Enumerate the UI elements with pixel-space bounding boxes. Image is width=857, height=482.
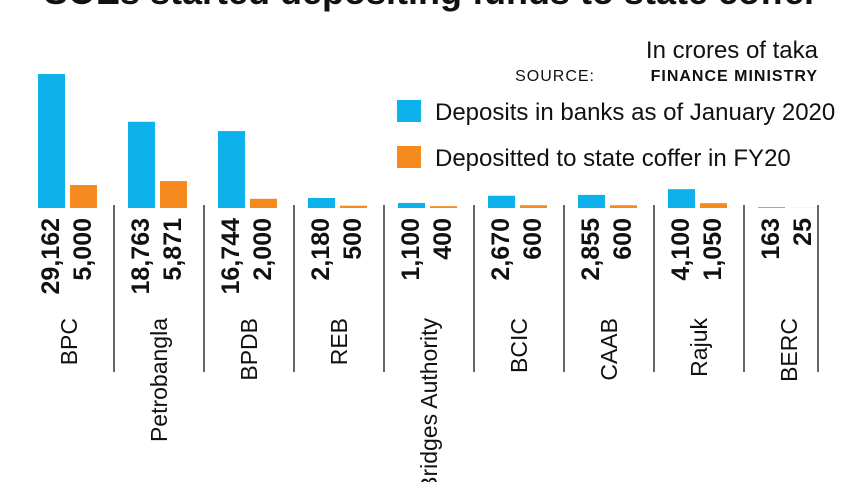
value-label: 5,871 [159,218,187,281]
bar [520,205,547,208]
bar [218,131,245,208]
bar [70,185,97,208]
source-label: SOURCE: [515,68,595,85]
category-label: Rajuk [686,318,712,377]
bar [668,189,695,208]
bar [250,198,277,208]
value-label: 4,100 [667,218,695,281]
value-label: 25 [789,218,817,246]
category-label: BCIC [506,318,532,373]
bar [488,195,515,208]
source: FINANCE MINISTRY [651,68,818,85]
category-label: Bridges Authority [416,318,442,482]
value-label: 163 [757,218,785,260]
value-label: 600 [519,218,547,260]
value-label: 2,180 [307,218,335,281]
value-label: 16,744 [217,218,245,295]
chart-title: SOEs started depositing funds to state c… [44,0,818,12]
bar [128,121,155,208]
value-label: 29,162 [37,218,65,294]
value-label: 1,100 [397,218,425,281]
category-label: REB [326,318,352,365]
subtitle: In crores of taka [646,37,819,64]
category-label: Petrobangla [146,318,172,442]
bar [700,203,727,208]
bar [578,194,605,208]
bar [160,181,187,208]
legend-label: Deposits in banks as of January 2020 [435,99,835,126]
value-label: 5,000 [69,218,97,281]
value-label: 400 [429,218,457,260]
bar [340,205,367,208]
value-label: 1,050 [699,218,727,281]
value-label: 18,763 [127,218,155,294]
bar [430,206,457,208]
value-label: 2,000 [249,218,277,281]
legend-swatch [397,100,421,122]
legend-label: Depositted to state coffer in FY20 [435,145,791,172]
value-label: 600 [609,218,637,260]
bar [38,74,65,208]
category-label: BPDB [236,318,262,381]
bar [308,197,335,208]
bar [610,205,637,208]
category-label: BERC [776,318,802,382]
value-label: 2,855 [577,218,605,281]
bar [758,207,785,208]
category-label: BPC [56,318,82,365]
bar [398,202,425,208]
value-label: 2,670 [487,218,515,281]
category-label: CAAB [596,318,622,381]
value-label: 500 [339,218,367,260]
legend-swatch [397,146,421,168]
